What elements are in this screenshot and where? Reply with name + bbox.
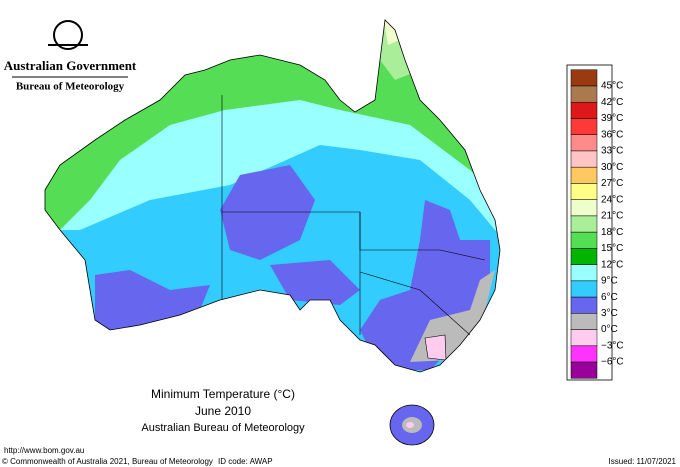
legend-swatch [570, 118, 598, 135]
legend-swatch [570, 296, 598, 314]
footer-id: ID code: AWAP [218, 457, 273, 466]
legend-swatch [570, 69, 598, 87]
legend-swatch [570, 134, 598, 152]
legend-label: −6°C [601, 357, 624, 368]
legend-label: 12°C [601, 259, 623, 270]
legend-label: 39°C [601, 113, 623, 124]
legend-swatch [570, 166, 598, 184]
caption-source: Australian Bureau of Meteorology [141, 422, 305, 434]
legend-label: 45°C [601, 81, 623, 92]
legend: 45°C 42°C 39°C 36°C 33°C 30°C 27°C 24°C 21°C 18°C… [570, 69, 624, 379]
legend-label: 42°C [601, 97, 623, 108]
header-subtitle: Bureau of Meteorology [16, 81, 125, 93]
caption-period: June 2010 [195, 404, 251, 418]
crest [48, 20, 88, 50]
legend-swatch [570, 361, 598, 379]
legend-swatch [570, 313, 598, 330]
legend-label: 6°C [601, 292, 618, 303]
legend-swatch [570, 150, 598, 168]
legend-swatch [570, 231, 598, 249]
legend-label: 36°C [601, 129, 623, 140]
legend-label: 18°C [601, 227, 623, 238]
coastline [44, 19, 501, 373]
legend-swatch [570, 248, 598, 265]
legend-swatch [570, 199, 598, 217]
tasmania-coast [389, 404, 435, 446]
legend-label: 9°C [601, 276, 618, 287]
legend-swatch [570, 264, 598, 282]
legend-swatch [570, 101, 598, 119]
legend-label: 33°C [601, 146, 623, 157]
legend-label: 0°C [601, 324, 618, 335]
footer-issued: Issued: 11/07/2021 [609, 457, 677, 466]
legend-label: −3°C [601, 340, 624, 351]
legend-label: 21°C [601, 211, 623, 222]
legend-label: 30°C [601, 162, 623, 173]
legend-label: 15°C [601, 243, 623, 254]
legend-swatch [570, 345, 598, 363]
legend-swatch [570, 183, 598, 200]
legend-swatch [570, 280, 598, 298]
footer-url: http://www.bom.gov.au [4, 446, 84, 455]
header-title: Australian Government [4, 58, 137, 73]
legend-swatch [570, 329, 598, 347]
footer-copyright: © Commonwealth of Australia 2021, Bureau… [2, 457, 213, 466]
legend-swatch [570, 215, 598, 233]
legend-label: 24°C [601, 194, 623, 205]
legend-swatch [570, 85, 598, 103]
legend-label: 3°C [601, 308, 618, 319]
tasmania [390, 405, 434, 445]
legend-label: 27°C [601, 178, 623, 189]
state-borders [221, 95, 486, 336]
caption-title: Minimum Temperature (°C) [151, 387, 295, 401]
